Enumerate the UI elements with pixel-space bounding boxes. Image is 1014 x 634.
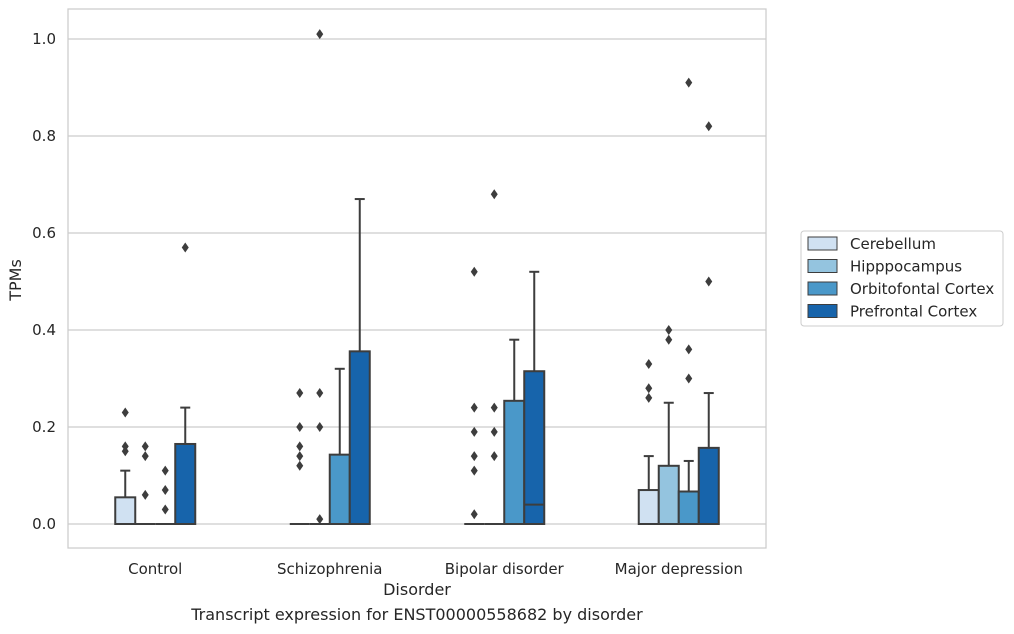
outlier-point (470, 266, 478, 277)
box-group (503, 338, 526, 525)
x-axis-title: Disorder (383, 580, 451, 599)
x-tick-labels: Control Schizophrenia Bipolar disorder Majo… (128, 560, 743, 578)
outlier-point (470, 465, 478, 476)
outlier-point (141, 441, 149, 452)
outlier-point (685, 344, 693, 355)
outlier-point (705, 276, 713, 287)
box (657, 464, 680, 525)
y-tick-label: 0.0 (32, 515, 56, 533)
box-group (484, 189, 505, 525)
outlier-point (181, 242, 189, 253)
outlier-point (665, 325, 673, 335)
outlier-point (296, 388, 304, 399)
box (114, 496, 137, 526)
y-axis-title: TPMs (6, 259, 25, 302)
outlier-point (296, 460, 304, 471)
y-tick-label: 0.2 (32, 418, 56, 436)
outlier-point (490, 189, 498, 200)
legend-frame (800, 230, 1004, 327)
outlier-point (705, 121, 713, 132)
legend-swatch (807, 304, 838, 318)
outlier-point (296, 441, 304, 452)
x-tick-label: Bipolar disorder (445, 560, 565, 578)
outlier-point (296, 451, 304, 462)
y-tick-labels: 0.0 0.2 0.4 0.6 0.8 1.0 (32, 30, 56, 533)
box-group (289, 388, 310, 525)
box-group (309, 29, 330, 525)
outlier-point (296, 422, 304, 432)
y-tick-label: 0.4 (32, 321, 56, 339)
chart-caption: Transcript expression for ENST0000055868… (191, 605, 643, 624)
box-group (657, 325, 680, 525)
box-group (637, 358, 660, 525)
legend: Cerebellum Hipppocampus Orbitofontal Corte… (800, 230, 1004, 327)
outlier-point (645, 358, 653, 369)
outlier-point (141, 451, 149, 462)
x-tick-label: Control (128, 560, 182, 578)
outlier-point (665, 334, 673, 345)
box (677, 490, 700, 526)
box (503, 399, 526, 525)
outlier-point (490, 451, 498, 462)
plot-frame (67, 8, 767, 549)
box (328, 453, 351, 525)
legend-swatch (807, 281, 838, 296)
outlier-point (316, 514, 324, 525)
gridlines (68, 38, 766, 525)
outlier-point (121, 407, 129, 418)
x-tick-label: Schizophrenia (277, 560, 382, 578)
outlier-point (141, 489, 149, 500)
box-plot-chart: 0.0 0.2 0.4 0.6 0.8 1.0 Control Schizophrenia B… (6, 8, 1004, 599)
box-group (135, 441, 156, 525)
outlier-point (490, 402, 498, 413)
outlier-point (161, 465, 169, 476)
x-tick-label: Major depression (615, 560, 743, 578)
outlier-point (470, 451, 478, 462)
box-group (464, 266, 485, 525)
box (174, 442, 197, 526)
outlier-point (470, 426, 478, 437)
outlier-point (161, 485, 169, 496)
y-tick-label: 0.8 (32, 127, 56, 145)
box-group (697, 121, 720, 526)
box (697, 446, 720, 526)
box (348, 350, 371, 525)
boxes (114, 29, 720, 526)
outlier-point (490, 426, 498, 437)
box-group (174, 242, 197, 526)
outlier-point (161, 504, 169, 515)
legend-label: Hipppocampus (850, 258, 962, 276)
legend-label: Cerebellum (850, 235, 936, 253)
box-group (328, 367, 351, 525)
outlier-point (645, 392, 653, 403)
box-group (348, 198, 371, 525)
box-group (523, 270, 546, 525)
outlier-point (316, 388, 324, 399)
legend-swatch (807, 259, 838, 273)
box-group (677, 77, 700, 526)
outlier-point (316, 422, 324, 432)
y-tick-label: 0.6 (32, 224, 56, 242)
legend-label: Prefrontal Cortex (850, 303, 977, 321)
box-group (155, 465, 176, 525)
outlier-point (470, 402, 478, 413)
outlier-point (121, 441, 129, 452)
legend-swatch (807, 236, 838, 251)
y-tick-label: 1.0 (32, 30, 56, 48)
outlier-point (685, 373, 693, 384)
outlier-point (685, 77, 693, 88)
outlier-point (645, 383, 653, 394)
box-group (114, 407, 137, 526)
box (637, 489, 660, 525)
outlier-point (470, 509, 478, 520)
box (523, 370, 546, 525)
outlier-point (316, 29, 324, 40)
legend-label: Orbitofontal Cortex (850, 280, 994, 298)
